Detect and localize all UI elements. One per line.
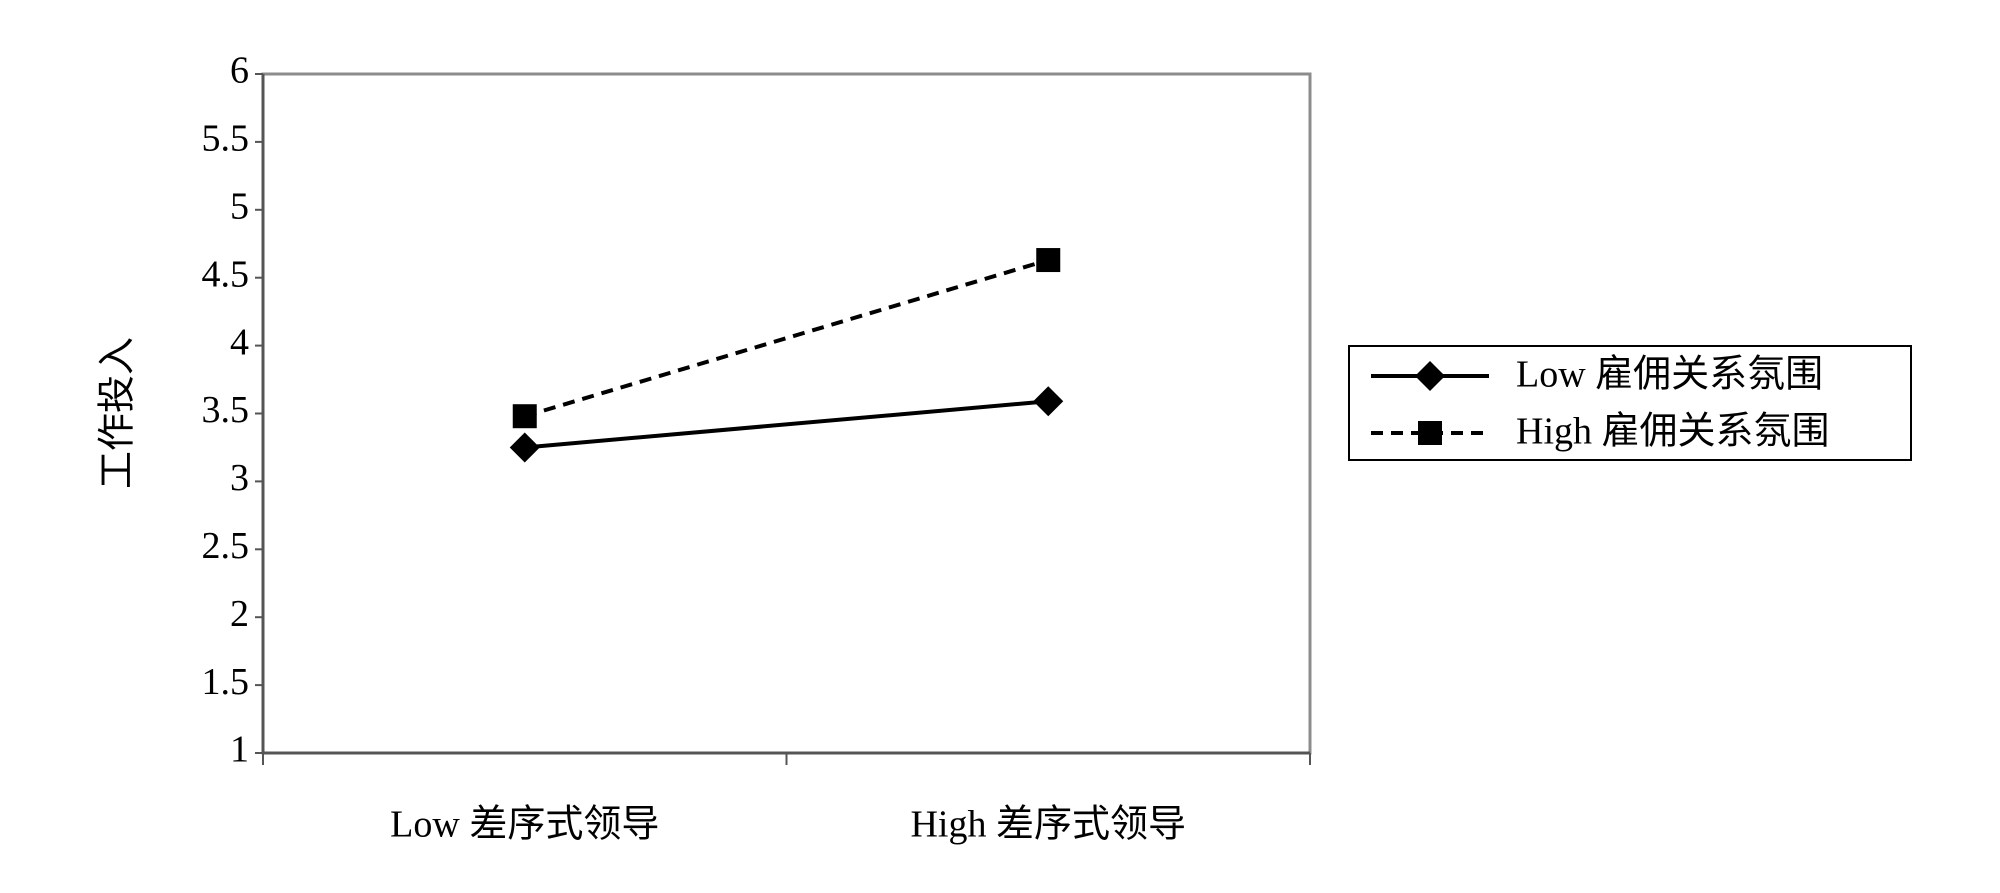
- series-line: [524, 258, 1049, 419]
- legend-box: [1348, 345, 1912, 461]
- y-tick-label: 2.5: [202, 525, 250, 567]
- y-tick-label: 3.5: [202, 389, 250, 431]
- y-tick-label: 1: [230, 729, 249, 771]
- legend-marker: [1418, 421, 1442, 445]
- series-line: [524, 399, 1049, 450]
- data-point: [1033, 386, 1064, 417]
- legend-label: High 雇佣关系氛围: [1516, 411, 1830, 453]
- y-tick-label: 6: [230, 50, 249, 92]
- data-point: [512, 404, 537, 429]
- data-point: [1036, 248, 1061, 273]
- y-tick-label: 1.5: [202, 661, 250, 703]
- x-tick-label: High 差序式领导: [910, 804, 1186, 846]
- y-tick-label: 5.5: [202, 118, 250, 160]
- y-tick-label: 5: [230, 186, 249, 228]
- legend-label: Low 雇佣关系氛围: [1516, 354, 1823, 396]
- x-tick-label: Low 差序式领导: [390, 804, 659, 846]
- y-axis-label: 工作投入: [97, 337, 139, 489]
- y-tick-label: 4: [230, 321, 249, 363]
- y-tick-label: 3: [230, 457, 249, 499]
- data-point: [509, 432, 540, 463]
- legend-marker: [1415, 361, 1445, 391]
- y-tick-label: 2: [230, 593, 249, 635]
- y-tick-label: 4.5: [202, 253, 250, 295]
